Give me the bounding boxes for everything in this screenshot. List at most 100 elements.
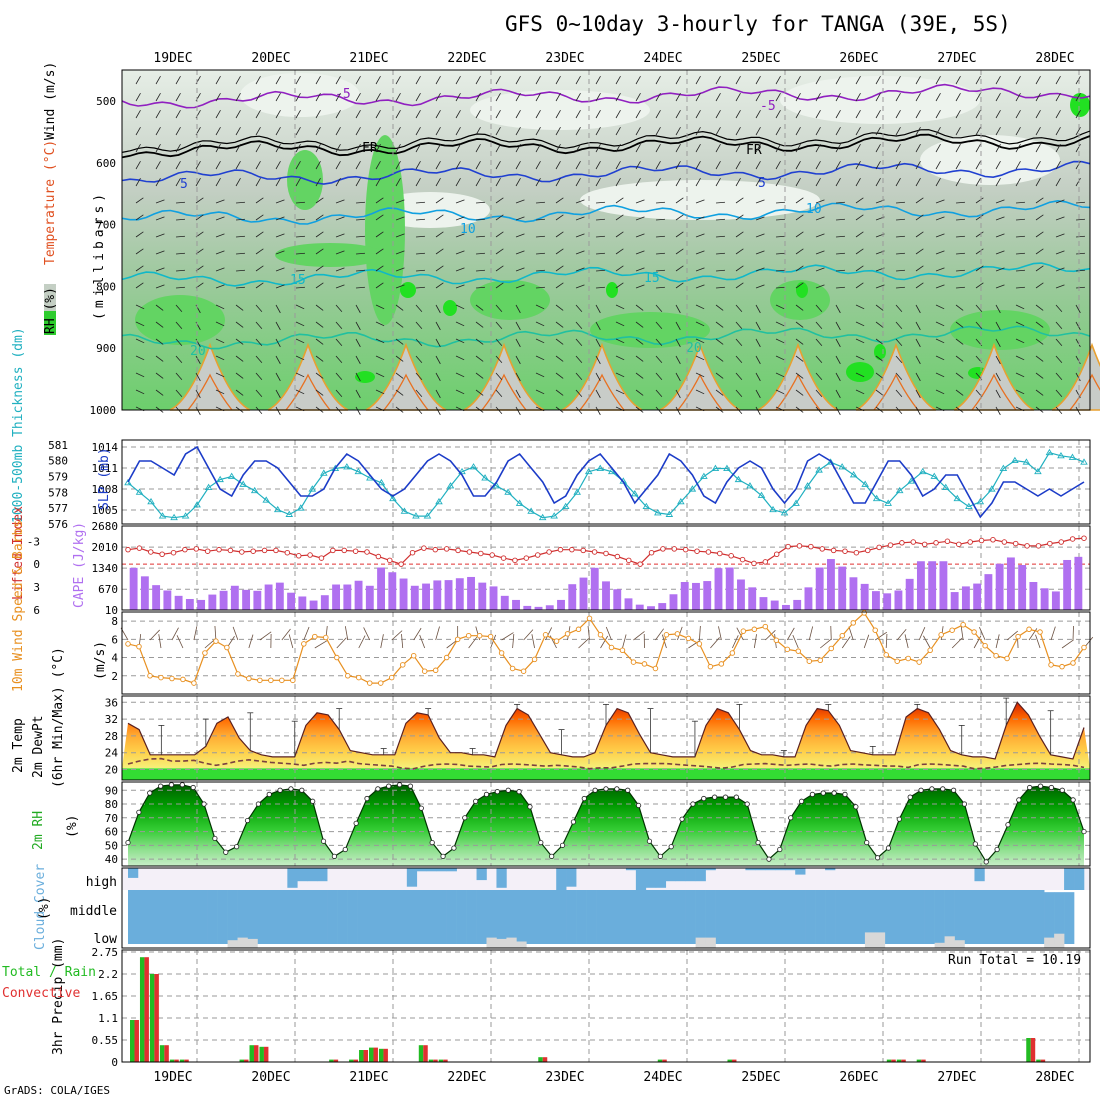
humidity-blob-green <box>275 243 385 267</box>
wind-barb <box>975 231 984 238</box>
wind-barb <box>815 110 821 119</box>
surface-heating-spike <box>365 342 447 411</box>
cloud-middle-bar <box>317 890 328 944</box>
wind-barb <box>155 110 161 119</box>
rain-bar <box>1026 1038 1031 1062</box>
wind-barb <box>235 321 244 328</box>
cape-bar <box>444 580 453 610</box>
wind-barb <box>135 76 141 85</box>
thickness-marker <box>607 467 616 475</box>
wind-barb <box>1035 355 1044 362</box>
cape-bar <box>422 583 430 610</box>
cloud-low-bar <box>944 936 955 948</box>
thickness-marker <box>181 512 190 519</box>
wind-barb <box>915 321 921 331</box>
wind-barb <box>855 144 861 153</box>
wind-barb <box>1075 144 1081 153</box>
thickness-marker <box>584 467 593 475</box>
wind-barb <box>135 231 144 238</box>
cloud-high-bar <box>566 868 577 887</box>
wind-barb <box>815 178 821 187</box>
lifted-index-marker <box>1047 540 1053 547</box>
wind-barb <box>215 355 225 361</box>
wind-barb <box>535 252 546 255</box>
lifted-index-marker <box>421 545 427 551</box>
wind-barb <box>795 231 804 238</box>
cape-bar <box>287 592 296 610</box>
wind-barb <box>535 144 541 153</box>
wind-barb <box>295 269 306 272</box>
wind-barb <box>455 161 461 170</box>
wind-10m-barb <box>918 627 926 641</box>
wind-barb <box>175 201 186 204</box>
wind-barb <box>495 248 504 255</box>
wind-barb <box>855 161 861 170</box>
wind-barb <box>555 248 564 255</box>
wind-barb <box>215 321 225 327</box>
wind-barb <box>195 178 201 187</box>
rh-marker <box>1005 822 1011 828</box>
wind-barb <box>375 93 381 102</box>
wind-barb <box>855 355 865 361</box>
wind-10m-marker <box>729 650 736 656</box>
wind-barb <box>235 235 246 238</box>
wind-barb <box>955 110 961 119</box>
rh-2m-grid <box>122 782 1090 866</box>
wind-barb <box>795 338 804 345</box>
lifted-index-marker <box>204 548 211 554</box>
wind-barb <box>135 127 141 136</box>
wind-barb <box>995 389 1001 399</box>
wind-barb <box>335 355 343 364</box>
wind-barb <box>955 321 964 328</box>
wind-barb <box>595 286 606 289</box>
thickness-marker <box>1045 448 1054 456</box>
cloud-middle-bar <box>287 890 298 944</box>
rh-marker <box>190 784 196 791</box>
cape-bar <box>703 581 712 610</box>
wind-barb <box>395 199 405 204</box>
lifted-index-marker <box>728 553 734 559</box>
cloud-middle-bar <box>1054 892 1065 944</box>
thickness-marker <box>285 510 294 517</box>
wind-barb <box>595 304 601 314</box>
wind-barb <box>1035 161 1041 170</box>
wind-10m-marker <box>883 652 889 658</box>
cape-bar <box>557 599 565 610</box>
wind-barb <box>455 110 461 119</box>
precip-grid <box>122 950 1090 1063</box>
wind-barb <box>495 282 504 289</box>
pressure-tick: 800 <box>96 280 116 293</box>
wind-10m-barb <box>633 631 645 641</box>
surface-heating-spike <box>463 342 545 411</box>
cloud-middle-bar <box>526 890 537 944</box>
cloud-middle-bar <box>227 890 238 944</box>
lifted-index-marker <box>808 543 814 550</box>
rh-marker <box>288 786 294 792</box>
cape-bar <box>208 594 217 610</box>
rain-bar <box>727 1059 732 1062</box>
wind-barb <box>255 265 264 272</box>
lifted-index-marker <box>523 555 530 561</box>
rh-marker <box>809 791 816 797</box>
wind-barb <box>335 233 345 238</box>
cloud-high-bar <box>406 868 418 887</box>
thickness-marker <box>780 509 789 516</box>
wind-barb <box>1035 214 1044 221</box>
wind-barb <box>715 161 721 170</box>
wind-barb <box>895 269 906 272</box>
wind-barb <box>655 161 661 170</box>
temperature-lines <box>127 697 1085 770</box>
wind-barb <box>915 355 921 365</box>
wind-barb <box>955 178 961 187</box>
wind-barb <box>895 218 906 221</box>
wind-barb <box>515 199 525 204</box>
wind-barb <box>995 355 1001 365</box>
thickness-marker <box>700 472 708 479</box>
rh-marker <box>505 787 511 793</box>
wind-10m-marker <box>312 633 318 640</box>
cloud-middle-bar <box>914 890 925 944</box>
cloud-low-bar <box>954 940 965 948</box>
wind-barb <box>315 321 324 328</box>
wind-barb <box>895 389 903 398</box>
